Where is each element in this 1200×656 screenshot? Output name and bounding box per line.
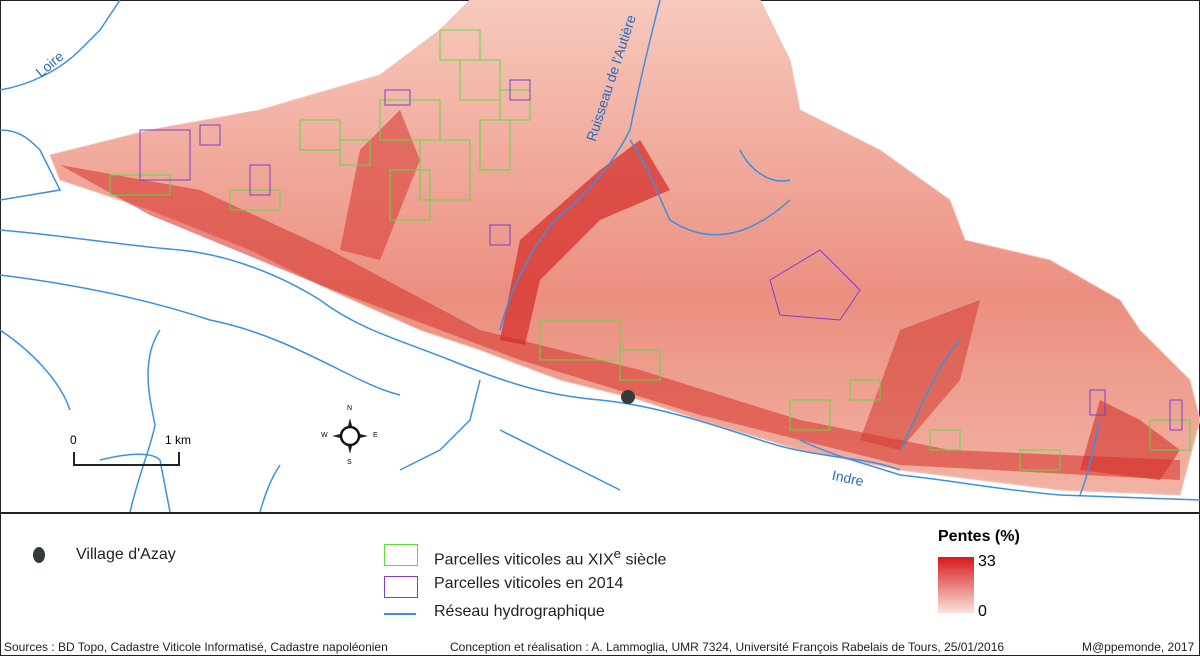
map-canvas [0, 0, 1200, 513]
legend-parcels-19th-sup: e [613, 546, 622, 561]
footer-publisher: M@ppemonde, 2017 [1082, 640, 1195, 654]
footer-credits: Conception et réalisation : A. Lammoglia… [450, 640, 1005, 654]
footer-sources: Sources : BD Topo, Cadastre Viticole Inf… [4, 640, 388, 654]
steep-slope-zone [500, 140, 670, 345]
legend-parcels-19th-suffix: siècle [621, 551, 667, 569]
hydrographic-network [0, 0, 1200, 513]
scale-end: 1 km [165, 433, 192, 447]
hydro-legend-icon [384, 613, 416, 615]
steep-slope-zone [60, 165, 1180, 480]
slope-color-ramp [938, 557, 974, 613]
parcels-19th-century [109, 29, 1191, 471]
compass-w: W [321, 432, 328, 439]
slope-min-label: 0 [978, 603, 987, 620]
village-legend-icon [33, 547, 45, 563]
legend-hydro: Réseau hydrographique [434, 603, 605, 620]
compass-n: N [347, 405, 353, 412]
parcels-2014-legend-icon [384, 576, 418, 598]
legend-parcels-2014: Parcelles viticoles en 2014 [434, 575, 624, 592]
map-area: Loire Indre Ruisseau de l'Autière 0 1 km… [0, 0, 1200, 514]
slope-legend-title: Pentes (%) [938, 528, 1020, 545]
steep-slope-zone [860, 300, 980, 450]
compass-s: S [347, 459, 352, 466]
legend-village: Village d'Azay [76, 546, 176, 563]
legend-parcels-19th: Parcelles viticoles au XIXe siècle [434, 546, 666, 569]
territory-slope-surface [49, 0, 1200, 496]
scale-bar [73, 452, 180, 466]
village-azay-marker[interactable] [621, 390, 635, 404]
compass-rose-icon [332, 418, 368, 454]
steep-slope-zone [340, 110, 420, 260]
scale-start: 0 [70, 433, 77, 447]
compass-e: E [373, 432, 378, 439]
parcels-19th-legend-icon [384, 544, 418, 566]
slope-max-label: 33 [978, 553, 996, 570]
parcels-2014 [139, 79, 1183, 431]
steep-slope-zone [1080, 400, 1180, 480]
legend-parcels-19th-text: Parcelles viticoles au XIX [434, 551, 614, 569]
